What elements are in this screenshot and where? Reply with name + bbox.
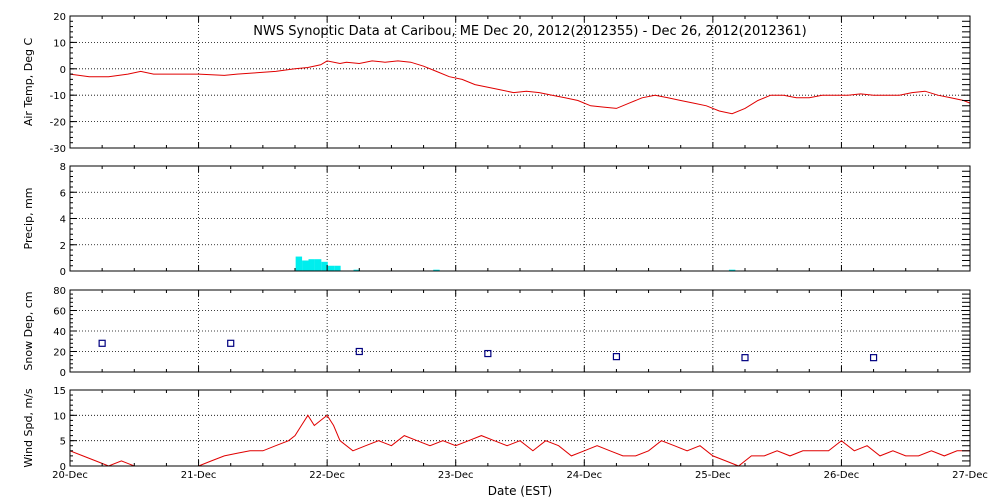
precip-bar (334, 265, 341, 271)
y-tick-label: 15 (53, 386, 66, 397)
y-axis-label: Air Temp, Deg C (22, 38, 35, 127)
y-tick-label: 4 (60, 215, 66, 226)
precip-bar (308, 259, 315, 271)
series-line (69, 414, 970, 467)
panel-4: 15 10 5 0 Wind Spd, m/s 20-Dec 21-Dec 22-Dec 23-… (22, 386, 988, 481)
x-tick-label: 23-Dec (438, 470, 474, 481)
x-tick-label: 21-Dec (181, 470, 217, 481)
precip-bar (353, 269, 360, 271)
panel-1: 20 10 0 -10 -20 -30 Air Temp, Deg C (22, 12, 971, 155)
series-line (69, 60, 971, 115)
y-tick-label: 6 (60, 188, 66, 199)
snow-depth-point (612, 353, 621, 361)
snow-depth-point (869, 354, 878, 362)
y-tick-label: 20 (53, 12, 66, 23)
precip-bar (327, 265, 335, 271)
x-tick-label: 26-Dec (824, 470, 860, 481)
y-tick-label: 80 (53, 286, 66, 297)
snow-depth-point (484, 349, 492, 358)
y-tick-label: 0 (60, 267, 66, 278)
y-tick-label: 2 (60, 241, 66, 252)
y-tick-label: 0 (60, 65, 66, 76)
y-tick-label: 5 (60, 437, 66, 448)
y-tick-label: 20 (53, 348, 66, 359)
x-tick-label: 22-Dec (309, 470, 345, 481)
y-tick-label: -10 (50, 91, 66, 102)
snow-depth-point (355, 347, 363, 356)
precip-bar (433, 269, 440, 271)
y-tick-label: 8 (60, 162, 66, 173)
snow-depth-point (98, 339, 106, 347)
panel-frame (69, 389, 971, 467)
y-axis-label: Snow Dep, cm (22, 291, 35, 370)
x-tick-label: 20-Dec (52, 470, 88, 481)
y-tick-label: 40 (53, 327, 66, 338)
precip-bar (295, 256, 303, 271)
x-tick-label: 25-Dec (695, 470, 731, 481)
y-axis-label: Precip, mm (22, 188, 35, 250)
y-tick-label: -20 (50, 118, 66, 129)
panel-2: 8 6 4 2 0 Precip, mm (22, 162, 971, 278)
precip-bar (314, 259, 322, 271)
x-tick-label: 27-Dec (952, 470, 988, 481)
y-axis-label: Wind Spd, m/s (22, 388, 35, 468)
chart-title: NWS Synoptic Data at Caribou, ME Dec 20,… (253, 24, 806, 39)
y-tick-label: 0 (60, 462, 66, 473)
y-tick-label: 60 (53, 307, 66, 318)
x-axis-label: Date (EST) (488, 484, 552, 498)
y-tick-label: -30 (50, 144, 66, 155)
precip-bar (321, 261, 328, 271)
snow-depth-point (741, 354, 749, 362)
y-tick-label: 0 (60, 368, 66, 379)
precip-bar (302, 260, 309, 271)
precip-bar (728, 269, 736, 271)
x-tick-label: 24-Dec (566, 470, 602, 481)
y-tick-label: 10 (53, 411, 66, 422)
panel-3: 80 60 40 20 0 Snow Dep, cm (22, 286, 971, 379)
snow-depth-point (227, 339, 235, 347)
y-tick-label: 10 (53, 38, 66, 49)
